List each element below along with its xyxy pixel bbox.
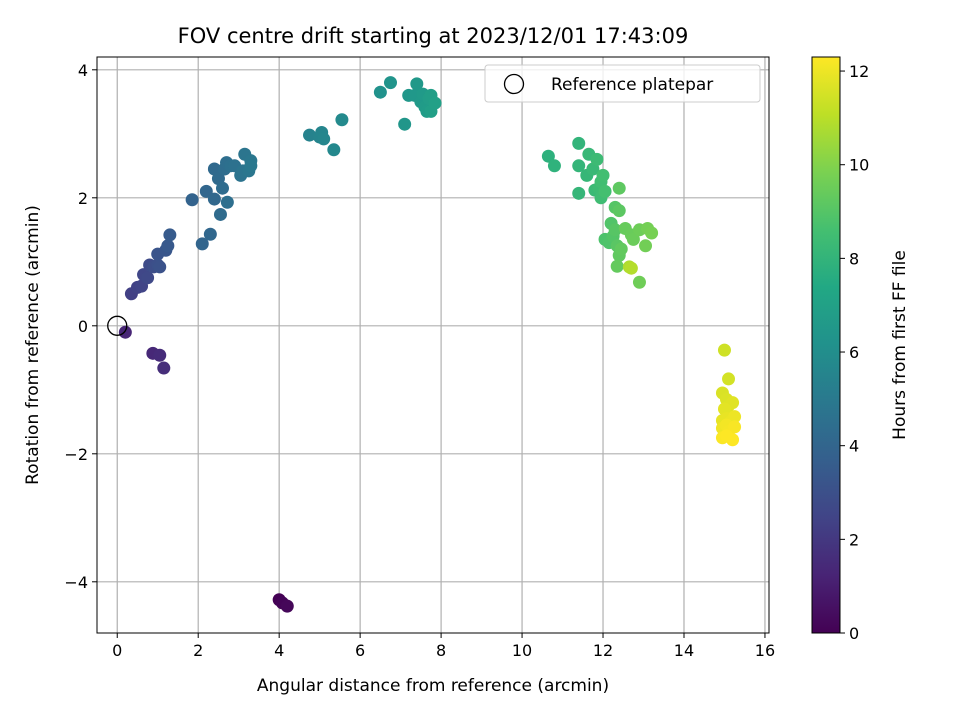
data-point [410, 77, 424, 91]
data-point [213, 207, 227, 221]
data-point [717, 343, 731, 357]
data-point [317, 132, 331, 146]
x-axis-ticks: 0 2 4 6 8 10 12 14 16 [112, 633, 775, 660]
data-point [572, 186, 586, 200]
data-point [728, 410, 742, 424]
data-point [608, 223, 622, 237]
data-point [141, 271, 155, 285]
legend-marker [503, 73, 525, 95]
data-point [383, 76, 397, 90]
data-point [572, 136, 586, 150]
data-point [612, 204, 626, 218]
x-tick-label: 8 [436, 641, 446, 660]
x-tick-label: 0 [112, 641, 122, 660]
data-point [624, 261, 638, 275]
reference-point [107, 315, 128, 336]
y-tick-label: 0 [78, 317, 88, 336]
data-point [161, 239, 175, 253]
x-tick-label: 2 [193, 641, 203, 660]
plot-frame [96, 56, 770, 634]
data-point [596, 168, 610, 182]
data-point [547, 159, 561, 173]
data-point [153, 348, 167, 362]
x-tick-label: 6 [355, 641, 365, 660]
x-tick-label: 10 [512, 641, 532, 660]
x-axis-label: Angular distance from reference (arcmin) [257, 676, 609, 696]
y-axis-ticks: −4 −2 0 2 4 [64, 61, 97, 592]
colorbar: 0 2 4 6 8 10 12 Hours from first FF file [811, 56, 910, 643]
data-point [185, 193, 199, 207]
colorbar-tick-label: 10 [849, 156, 869, 175]
data-point [280, 599, 294, 613]
data-point [541, 149, 555, 163]
data-points [118, 76, 742, 613]
colorbar-ticks: 0 2 4 6 8 10 12 [840, 62, 869, 643]
colorbar-tick-label: 2 [849, 530, 859, 549]
data-point [728, 420, 742, 434]
chart-title: FOV centre drift starting at 2023/12/01 … [178, 24, 689, 48]
y-tick-label: 2 [78, 189, 88, 208]
legend: Reference platepar [484, 64, 761, 103]
y-tick-label: 4 [78, 61, 88, 80]
legend-label: Reference platepar [551, 75, 713, 95]
reference-marker [107, 315, 128, 336]
data-point [195, 237, 209, 251]
data-point [632, 275, 646, 289]
y-axis-label: Rotation from reference (arcmin) [23, 205, 43, 485]
colorbar-label: Hours from first FF file [890, 250, 910, 440]
data-point [118, 325, 132, 339]
data-point [327, 143, 341, 157]
data-point [614, 242, 628, 256]
colorbar-tick-label: 0 [849, 624, 859, 643]
data-point [215, 181, 229, 195]
y-tick-label: −2 [64, 445, 88, 464]
data-point [153, 260, 167, 274]
data-point [598, 184, 612, 198]
data-point [157, 361, 171, 375]
data-point [610, 259, 624, 273]
data-point [645, 226, 659, 240]
data-point [199, 184, 213, 198]
data-point [639, 239, 653, 253]
legend-box [484, 64, 761, 103]
data-point [572, 159, 586, 173]
data-point [722, 372, 736, 386]
data-point [163, 228, 177, 242]
x-tick-label: 16 [755, 641, 775, 660]
colorbar-tick-label: 4 [849, 437, 859, 456]
data-point [590, 152, 604, 166]
x-tick-label: 4 [274, 641, 284, 660]
colorbar-tick-label: 6 [849, 343, 859, 362]
colorbar-tick-label: 8 [849, 249, 859, 268]
data-point [303, 128, 317, 142]
y-tick-label: −4 [64, 573, 88, 592]
data-point [220, 195, 234, 209]
data-point [612, 181, 626, 195]
data-point [244, 159, 258, 173]
data-point [398, 117, 412, 131]
data-point [626, 232, 640, 246]
colorbar-tick-label: 12 [849, 62, 869, 81]
data-point [428, 96, 442, 110]
data-point [719, 429, 733, 443]
grid-lines [97, 57, 769, 633]
x-tick-label: 12 [593, 641, 613, 660]
data-point [335, 113, 349, 127]
data-point [373, 85, 387, 99]
colorbar-gradient [811, 56, 841, 634]
data-point [207, 192, 221, 206]
x-tick-label: 14 [674, 641, 694, 660]
data-point [203, 227, 217, 241]
